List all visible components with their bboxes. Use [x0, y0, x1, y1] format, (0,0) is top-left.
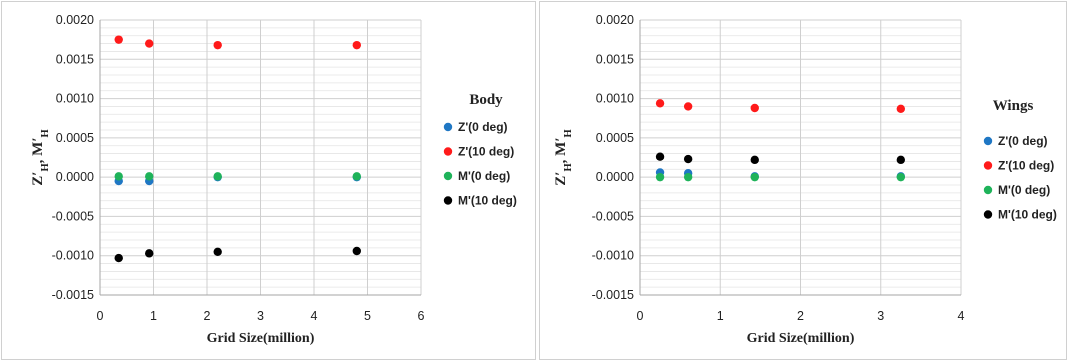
- data-point-series-4: [655, 152, 665, 161]
- x-tick-label: 4: [958, 309, 965, 323]
- data-point-series-3: [655, 172, 665, 182]
- y-tick-label: -0.0005: [52, 209, 94, 223]
- y-tick-label: -0.0010: [592, 249, 634, 263]
- data-point-series-2: [750, 103, 759, 113]
- data-point-series-4: [683, 154, 693, 164]
- y-tick-label: -0.0015: [52, 288, 94, 302]
- legend-marker: [443, 171, 453, 181]
- y-tick-label: 0.0020: [596, 13, 634, 27]
- legend-label: Z'(10 deg): [458, 145, 514, 159]
- x-tick-label: 2: [204, 309, 211, 323]
- y-tick-label: -0.0010: [52, 249, 94, 263]
- y-axis-title-part: ′: [553, 137, 569, 141]
- y-axis-title: Z′H, M′H: [553, 129, 574, 185]
- y-axis-title: Z′H, M′H: [30, 129, 51, 185]
- y-tick-label: 0.0000: [56, 170, 94, 184]
- data-point-series-3: [896, 172, 906, 182]
- data-point-series-2: [896, 104, 906, 113]
- legend-title: Body: [469, 92, 503, 108]
- y-axis-title-part: H: [563, 129, 574, 137]
- y-tick-label: -0.0015: [592, 288, 634, 302]
- legend-marker: [983, 185, 993, 195]
- x-axis-title: Grid Size(million): [207, 331, 315, 346]
- legend-label: M'(10 deg): [998, 208, 1057, 222]
- y-axis-title-part: , M: [30, 142, 46, 164]
- data-point-series-2: [145, 39, 154, 48]
- y-tick-label: 0.0005: [56, 131, 94, 145]
- y-tick-label: 0.0005: [596, 131, 634, 145]
- data-point-series-4: [750, 155, 759, 165]
- y-axis-title-part: H: [563, 163, 574, 171]
- y-axis-title-part: H: [40, 129, 51, 137]
- legend-label: M'(0 deg): [458, 169, 510, 183]
- chart-body: -0.0015 -0.0010 -0.0005 0.0000 0.0005 0.0010 0…: [30, 13, 517, 346]
- y-tick-label: 0.0015: [596, 52, 634, 66]
- y-tick-label: 0.0010: [56, 92, 94, 106]
- legend-marker: [983, 210, 993, 219]
- x-tick-label: 1: [717, 309, 724, 323]
- data-point-series-4: [145, 249, 154, 258]
- data-point-series-2: [114, 35, 123, 44]
- legend-marker: [443, 147, 453, 156]
- legend-label: M'(10 deg): [458, 194, 517, 208]
- legend-label: Z'(0 deg): [458, 120, 508, 134]
- legend-label: Z'(10 deg): [998, 159, 1054, 173]
- legend-marker: [443, 196, 453, 205]
- data-point-series-4: [114, 253, 123, 263]
- legend-label: Z'(0 deg): [998, 134, 1048, 148]
- y-axis-title-part: , M: [553, 142, 569, 164]
- legend-marker: [443, 122, 453, 132]
- x-tick-label: 3: [257, 309, 264, 323]
- x-tick-label: 2: [797, 309, 804, 323]
- legend-title: Wings: [993, 98, 1034, 114]
- data-point-series-4: [213, 247, 222, 256]
- legend-marker: [983, 161, 993, 170]
- data-point-series-3: [114, 172, 123, 181]
- y-tick-label: 0.0015: [56, 52, 94, 66]
- x-tick-label: 4: [311, 309, 318, 323]
- panel-frame-body: [1, 1, 536, 360]
- x-tick-label: 0: [97, 309, 104, 323]
- legend-marker: [983, 136, 993, 146]
- data-point-series-4: [896, 155, 906, 165]
- legend-label: M'(0 deg): [998, 183, 1050, 197]
- chart-wings: -0.0015 -0.0010 -0.0005 0.0000 0.0005 0.0010 0…: [553, 13, 1057, 346]
- data-point-series-2: [213, 40, 222, 50]
- data-point-series-3: [352, 172, 361, 181]
- y-axis-title-part: H: [40, 163, 51, 171]
- x-tick-label: 0: [637, 309, 644, 323]
- y-tick-label: 0.0000: [596, 170, 634, 184]
- data-point-series-3: [683, 172, 693, 182]
- data-point-series-3: [750, 172, 759, 182]
- data-point-series-4: [352, 246, 361, 256]
- x-tick-label: 6: [418, 309, 425, 323]
- data-point-series-3: [145, 172, 154, 181]
- y-axis-title-part: Z′: [30, 172, 46, 186]
- data-point-series-2: [655, 99, 665, 108]
- x-tick-label: 5: [364, 309, 371, 323]
- y-axis-title-part: Z′: [553, 172, 569, 186]
- y-axis-title-part: ′: [30, 137, 46, 141]
- data-point-series-3: [213, 172, 222, 181]
- data-point-series-2: [352, 40, 361, 50]
- y-tick-label: 0.0020: [56, 13, 94, 27]
- y-tick-label: 0.0010: [596, 92, 634, 106]
- x-tick-label: 1: [150, 309, 157, 323]
- x-tick-label: 3: [877, 309, 884, 323]
- panel-frame-wings: [539, 1, 1067, 360]
- x-axis-title: Grid Size(million): [747, 331, 855, 346]
- y-tick-label: -0.0005: [592, 209, 634, 223]
- data-point-series-2: [683, 102, 693, 111]
